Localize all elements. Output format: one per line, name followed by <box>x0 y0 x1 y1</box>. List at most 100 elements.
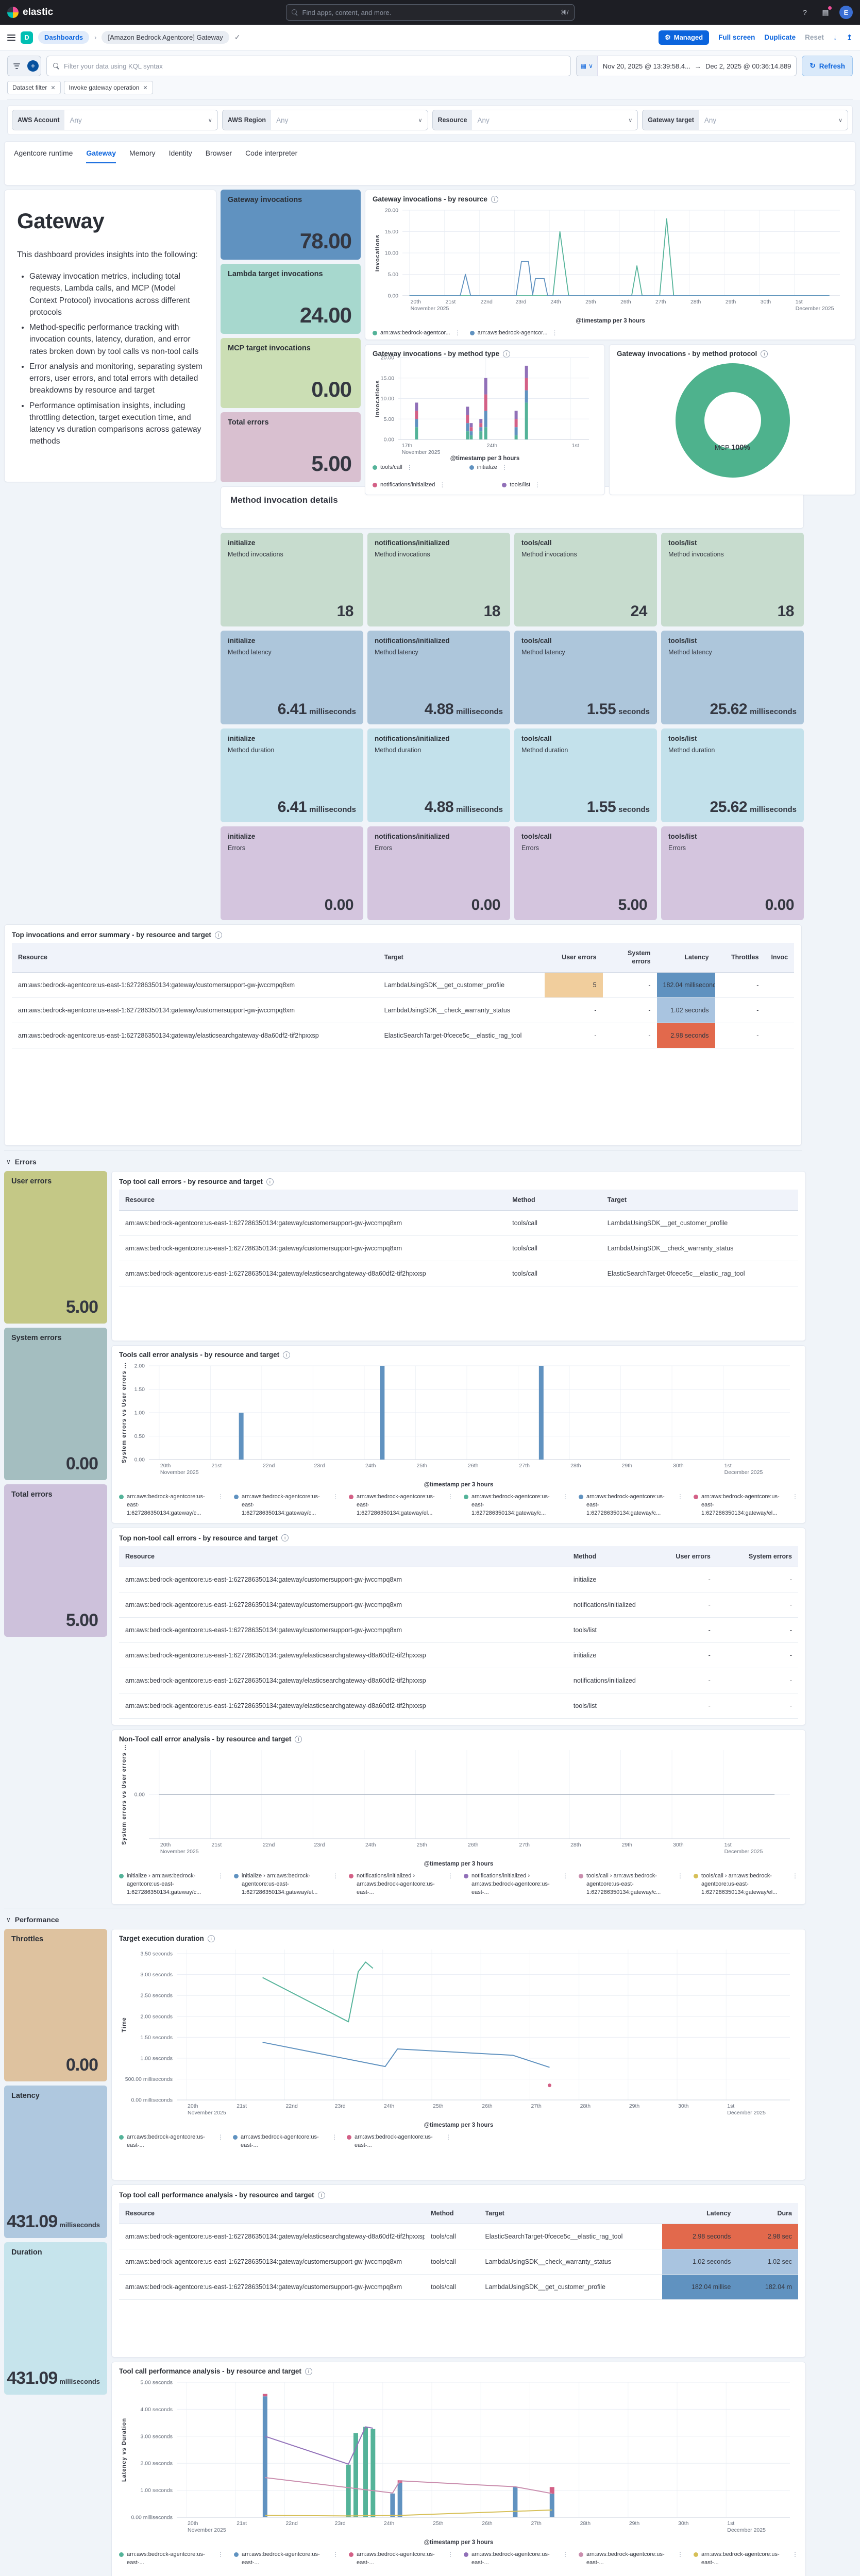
column-header[interactable]: Target <box>479 2203 663 2225</box>
tab-code-interpreter[interactable]: Code interpreter <box>245 149 298 157</box>
tab-memory[interactable]: Memory <box>129 149 156 157</box>
table-row[interactable]: arn:aws:bedrock-agentcore:us-east-1:6272… <box>119 1261 798 1287</box>
method-tile[interactable]: initialize Method duration 6.41 millisecond… <box>221 728 363 822</box>
date-from[interactable]: Nov 20, 2025 @ 13:39:58.4... <box>602 62 690 70</box>
method-tile[interactable]: tools/call Errors 5.00 <box>514 826 657 920</box>
legend-menu-icon[interactable]: ⋮ <box>677 1493 683 1500</box>
filter-menu-button[interactable] <box>8 56 25 76</box>
method-tile[interactable]: notifications/initialized Method duration… <box>367 728 510 822</box>
method-tile[interactable]: tools/list Errors 0.00 <box>661 826 804 920</box>
method-tile[interactable]: notifications/initialized Method invocati… <box>367 533 510 626</box>
info-icon[interactable]: i <box>281 1534 289 1542</box>
chart-tool-call-performance[interactable]: 20th November 2025 21st 22nd 23rd 24th 25th 26t… <box>119 2377 798 2537</box>
tab-browser[interactable]: Browser <box>205 149 232 157</box>
column-header[interactable]: Resource <box>12 943 378 973</box>
table-row[interactable]: arn:aws:bedrock-agentcore:us-east-1:6272… <box>119 2249 798 2275</box>
control-aws-region[interactable]: AWS Region Any ∨ <box>222 110 428 130</box>
info-icon[interactable]: i <box>283 1351 291 1359</box>
column-header[interactable]: Latency <box>662 2203 737 2225</box>
metric-tile-throttles[interactable]: Throttles 0.00 <box>4 1929 107 2082</box>
filter-pill[interactable]: Dataset filter ✕ <box>7 81 61 94</box>
legend-menu-icon[interactable]: ⋮ <box>792 1493 798 1500</box>
legend-menu-icon[interactable]: ⋮ <box>677 2551 683 2558</box>
legend-item[interactable]: notifications/initialized › arn:aws:bedr… <box>349 1872 453 1897</box>
tab-gateway[interactable]: Gateway <box>86 149 116 163</box>
column-header[interactable]: Invoc <box>765 943 794 973</box>
method-tile[interactable]: initialize Errors 0.00 <box>221 826 363 920</box>
legend-menu-icon[interactable]: ⋮ <box>217 1872 224 1880</box>
legend-item[interactable]: arn:aws:bedrock-agentcore:us-east-1:6272… <box>464 1493 568 1518</box>
filter-pill[interactable]: Invoke gateway operation ✕ <box>63 81 153 94</box>
tab-agentcore-runtime[interactable]: Agentcore runtime <box>14 149 73 157</box>
legend-menu-icon[interactable]: ⋮ <box>332 1872 339 1880</box>
chart-non-tool-error[interactable]: 20th November 2025 21st 22nd 23rd 24th 25th 26t… <box>119 1744 798 1859</box>
column-header[interactable]: Target <box>378 943 545 973</box>
legend-menu-icon[interactable]: ⋮ <box>501 464 508 471</box>
column-header[interactable]: Resource <box>119 1546 567 1568</box>
legend-item[interactable]: arn:aws:bedrock-agentcore:us-east-... ⋮ <box>119 2133 224 2150</box>
download-icon[interactable]: ↓ <box>833 33 837 42</box>
managed-button[interactable]: ⚙ Managed <box>659 30 710 45</box>
column-header[interactable]: User errors <box>544 943 603 973</box>
legend-item[interactable]: initialize › arn:aws:bedrock-agentcore:u… <box>234 1872 339 1897</box>
close-icon[interactable]: ✕ <box>143 84 148 91</box>
breadcrumb-dashboards[interactable]: Dashboards <box>38 31 90 44</box>
legend-menu-icon[interactable]: ⋮ <box>217 2133 224 2141</box>
breadcrumb-page-title[interactable]: [Amazon Bedrock Agentcore] Gateway <box>102 31 229 44</box>
legend-item[interactable]: arn:aws:bedrock-agentcore:us-east-1:6272… <box>119 1493 224 1518</box>
info-icon[interactable]: i <box>295 1735 302 1743</box>
column-header[interactable]: Dura <box>737 2203 798 2225</box>
metric-tile-duration[interactable]: Duration 431.09 milliseconds <box>4 2242 107 2395</box>
info-icon[interactable]: i <box>266 1178 274 1185</box>
column-header[interactable]: Method <box>567 1546 635 1568</box>
performance-section-header[interactable]: ∨ Performance <box>4 1908 802 1929</box>
control-gateway-target[interactable]: Gateway target Any ∨ <box>642 110 848 130</box>
table-row[interactable]: arn:aws:bedrock-agentcore:us-east-1:6272… <box>119 1592 798 1618</box>
column-header[interactable]: System errors <box>602 943 657 973</box>
legend-item[interactable]: tools/list ⋮ <box>502 481 541 489</box>
method-tile[interactable]: tools/list Method duration 25.62 millisecon… <box>661 728 804 822</box>
column-header[interactable]: Resource <box>119 1190 507 1211</box>
info-icon[interactable]: i <box>503 350 511 358</box>
table-row[interactable]: arn:aws:bedrock-agentcore:us-east-1:6272… <box>119 2274 798 2300</box>
help-icon[interactable]: ? <box>803 8 807 16</box>
method-tile[interactable]: tools/list Method latency 25.62 millisecond… <box>661 631 804 724</box>
legend-menu-icon[interactable]: ⋮ <box>217 2551 224 2558</box>
legend-menu-icon[interactable]: ⋮ <box>792 2551 798 2558</box>
legend-menu-icon[interactable]: ⋮ <box>331 2133 338 2141</box>
metric-tile-gateway-invocations[interactable]: Gateway invocations 78.00 <box>221 190 361 260</box>
legend-item[interactable]: arn:aws:bedrock-agentcore:us-east-... ⋮ <box>347 2133 451 2150</box>
legend-item[interactable]: arn:aws:bedrock-agentcore:us-east-1:6272… <box>579 1493 683 1518</box>
column-header[interactable]: User errors <box>635 1546 717 1568</box>
legend-item[interactable]: arn:aws:bedrock-agentcore:us-east-... ⋮ <box>694 2551 798 2567</box>
metric-tile-lambda-target-invocations[interactable]: Lambda target invocations 24.00 <box>221 264 361 334</box>
info-icon[interactable]: i <box>214 931 222 939</box>
legend-menu-icon[interactable]: ⋮ <box>677 1872 683 1880</box>
legend-item[interactable]: arn:aws:bedrock-agentcore:us-east-... ⋮ <box>119 2551 224 2567</box>
method-tile[interactable]: notifications/initialized Method latency 4… <box>367 631 510 724</box>
control-resource[interactable]: Resource Any ∨ <box>432 110 638 130</box>
table-row[interactable]: arn:aws:bedrock-agentcore:us-east-1:6272… <box>119 2224 798 2250</box>
table-row[interactable]: arn:aws:bedrock-agentcore:us-east-1:6272… <box>119 1693 798 1719</box>
metric-tile-user-errors[interactable]: User errors 5.00 <box>4 1171 107 1324</box>
table-row[interactable]: arn:aws:bedrock-agentcore:us-east-1:6272… <box>12 1023 794 1048</box>
column-header[interactable]: Latency <box>656 943 715 973</box>
legend-menu-icon[interactable]: ⋮ <box>445 2133 451 2141</box>
column-header[interactable]: Method <box>506 1190 601 1211</box>
metric-tile-total-errors[interactable]: Total errors 5.00 <box>4 1484 107 1637</box>
legend-menu-icon[interactable]: ⋮ <box>562 1493 568 1500</box>
menu-icon[interactable] <box>7 33 15 42</box>
legend-item[interactable]: initialize ⋮ <box>469 464 508 472</box>
duplicate-button[interactable]: Duplicate <box>764 33 796 41</box>
dashboard-app-icon[interactable]: D <box>21 31 33 44</box>
legend-menu-icon[interactable]: ⋮ <box>562 2551 568 2558</box>
metric-tile-total-errors[interactable]: Total errors 5.00 <box>221 412 361 482</box>
chart-target-execution-duration[interactable]: 20th November 2025 21st 22nd 23rd 24th 25th 26t… <box>119 1944 798 2120</box>
legend-menu-icon[interactable]: ⋮ <box>439 481 446 488</box>
legend-item[interactable]: tools/call ⋮ <box>373 464 413 472</box>
metric-tile-latency[interactable]: Latency 431.09 milliseconds <box>4 2086 107 2239</box>
table-row[interactable]: arn:aws:bedrock-agentcore:us-east-1:6272… <box>119 1567 798 1593</box>
legend-menu-icon[interactable]: ⋮ <box>447 2551 453 2558</box>
method-tile[interactable]: tools/call Method latency 1.55 seconds <box>514 631 657 724</box>
legend-item[interactable]: arn:aws:bedrock-agentcore:us-east-... ⋮ <box>234 2551 339 2567</box>
